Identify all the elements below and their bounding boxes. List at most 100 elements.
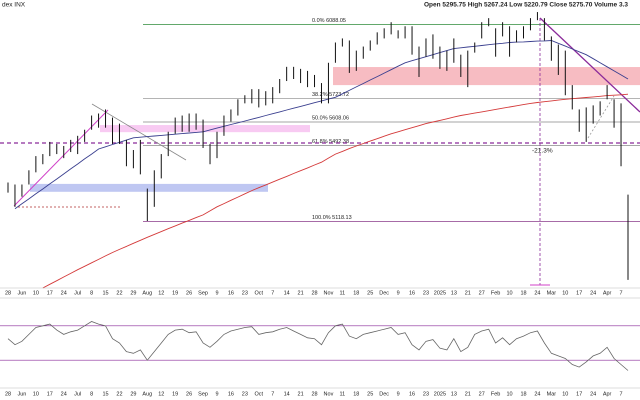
x-tick-label: 24 <box>534 290 540 296</box>
symbol: dex INX <box>2 2 26 9</box>
x-tick-label: 13 <box>451 290 457 296</box>
zones <box>30 67 640 192</box>
x-tick-label: 7 <box>620 391 623 397</box>
x-tick-label: 11 <box>340 290 346 296</box>
x-tick-label: 17 <box>47 391 53 397</box>
x-tick-label: 16 <box>228 290 234 296</box>
x-tick-label: 28 <box>5 290 11 296</box>
x-tick-label: 27 <box>479 391 485 397</box>
x-tick-label: 16 <box>409 290 415 296</box>
x-tick-label: Apr <box>603 290 612 296</box>
x-tick-label: 23 <box>242 391 248 397</box>
x-tick-label: 11 <box>340 391 346 397</box>
x-tick-label: 12 <box>158 290 164 296</box>
quote: Open 5295.75 High 5267.24 Low 5220.79 Cl… <box>424 2 628 9</box>
x-tick-label: Jul <box>74 391 81 397</box>
zone <box>30 183 268 192</box>
x-tick-label: 17 <box>47 290 53 296</box>
x-tick-label: 10 <box>562 391 568 397</box>
x-tick-label: 24 <box>534 391 540 397</box>
x-tick-label: Oct <box>255 391 264 397</box>
x-tick-label: 28 <box>311 290 317 296</box>
x-tick-label: 18 <box>353 290 359 296</box>
x-tick-label: 2025 <box>434 290 446 296</box>
x-tick-label: 9 <box>215 391 218 397</box>
x-tick-label: 23 <box>423 391 429 397</box>
x-tick-label: 25 <box>367 391 373 397</box>
x-tick-label: 19 <box>172 391 178 397</box>
fib-label: 61.8% 5492.38 <box>312 139 349 145</box>
trend-line <box>91 103 187 161</box>
x-tick-label: 26 <box>186 391 192 397</box>
x-tick-label: 10 <box>562 290 568 296</box>
fib-label: 50.0% 5608.06 <box>312 115 349 121</box>
rsi-line <box>7 321 629 371</box>
x-tick-label: 17 <box>576 290 582 296</box>
x-tick-label: 25 <box>367 290 373 296</box>
x-tick-label: Aug <box>142 391 152 397</box>
x-tick-label: 13 <box>451 391 457 397</box>
x-tick-label: 9 <box>215 290 218 296</box>
x-tick-label: 23 <box>242 290 248 296</box>
x-tick-label: 14 <box>284 290 290 296</box>
x-tick-label: 22 <box>116 391 122 397</box>
x-tick-label: 28 <box>311 391 317 397</box>
x-tick-label: 21 <box>465 391 471 397</box>
x-tick-label: Mar <box>547 391 557 397</box>
trend-line <box>13 109 109 207</box>
x-tick-label: 10 <box>507 290 513 296</box>
x-tick-label: 29 <box>130 391 136 397</box>
rsi-panel <box>0 321 640 371</box>
price-panel <box>7 12 629 289</box>
x-tick-label: 10 <box>33 290 39 296</box>
x-tick-label: Jun <box>17 290 26 296</box>
x-tick-label: 28 <box>5 391 11 397</box>
x-tick-label: Feb <box>491 391 500 397</box>
x-tick-label: 10 <box>507 391 513 397</box>
x-tick-label: 18 <box>353 391 359 397</box>
x-tick-label: 12 <box>158 391 164 397</box>
x-tick-label: 18 <box>520 290 526 296</box>
x-tick-label: Dec <box>379 391 389 397</box>
x-tick-label: Nov <box>324 391 334 397</box>
ma-line <box>42 93 629 289</box>
x-tick-label: 10 <box>33 391 39 397</box>
x-tick-label: 21 <box>465 290 471 296</box>
x-tick-label: 15 <box>102 391 108 397</box>
x-tick-label: Oct <box>255 290 264 296</box>
x-tick-label: 21 <box>298 391 304 397</box>
x-tick-label: 21 <box>298 290 304 296</box>
x-tick-label: 7 <box>271 391 274 397</box>
x-tick-label: 29 <box>130 290 136 296</box>
x-tick-label: 19 <box>172 290 178 296</box>
zone <box>100 125 310 133</box>
x-tick-label: Mar <box>547 290 557 296</box>
fib-label: 100.0% 5118.13 <box>312 215 352 221</box>
zone <box>333 67 640 86</box>
trend-line <box>587 95 615 139</box>
drawdown-label: -21.3% <box>532 148 553 155</box>
x-tick-label: 18 <box>520 391 526 397</box>
x-tick-label: Sep <box>198 290 208 296</box>
x-tick-label: 22 <box>116 290 122 296</box>
x-tick-label: 24 <box>61 290 67 296</box>
x-tick-label: 24 <box>61 391 67 397</box>
x-tick-label: 24 <box>590 391 596 397</box>
x-tick-label: 26 <box>186 290 192 296</box>
x-tick-label: Jul <box>74 290 81 296</box>
trend-line <box>539 17 640 113</box>
x-tick-label: 8 <box>90 290 93 296</box>
x-tick-label: 7 <box>271 290 274 296</box>
x-tick-label: Nov <box>324 290 334 296</box>
x-tick-label: 8 <box>90 391 93 397</box>
x-tick-label: 16 <box>409 391 415 397</box>
x-tick-label: 9 <box>397 290 400 296</box>
fib-levels: 0.0% 6088.05 38.2% 5723.72 50.0% 5608.06 61… <box>143 18 640 222</box>
x-tick-label: 15 <box>102 290 108 296</box>
x-tick-label: 7 <box>620 290 623 296</box>
x-tick-label: 2025 <box>434 391 446 397</box>
x-tick-label: 9 <box>397 391 400 397</box>
x-tick-label: 27 <box>479 290 485 296</box>
x-tick-label: 24 <box>590 290 596 296</box>
